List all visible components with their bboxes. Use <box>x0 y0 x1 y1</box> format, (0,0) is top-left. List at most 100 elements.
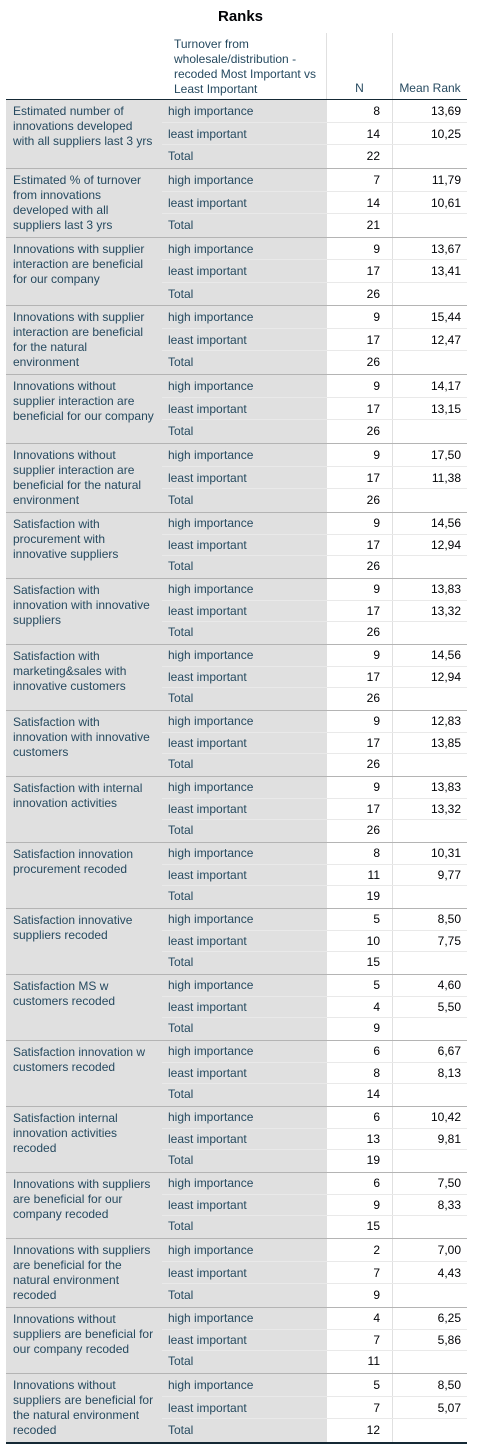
group-cell: high importance <box>162 1308 326 1329</box>
n-cell: 5 <box>326 1374 392 1396</box>
n-cell: 17 <box>326 732 392 754</box>
n-cell: 26 <box>326 754 392 776</box>
table-row: Total 21 <box>162 214 467 237</box>
variable-label: Satisfaction with innovation with innova… <box>6 579 162 644</box>
variable-label: Satisfaction MS w customers recoded <box>6 975 162 1040</box>
mean-rank-cell <box>392 952 467 974</box>
n-cell: 9 <box>326 238 392 260</box>
table-row: least important 13 9,81 <box>162 1128 467 1151</box>
group-cell: Total <box>162 688 326 710</box>
table-row: high importance 6 7,50 <box>162 1173 467 1195</box>
n-cell: 9 <box>326 1018 392 1040</box>
n-cell: 17 <box>326 798 392 820</box>
table-row: high importance 9 15,44 <box>162 306 467 329</box>
n-cell: 4 <box>326 1308 392 1329</box>
table-row: Total 26 <box>162 351 467 374</box>
variable-block: Innovations without suppliers are benefi… <box>6 1374 467 1444</box>
n-cell: 17 <box>326 328 392 351</box>
group-cell: high importance <box>162 777 326 798</box>
mean-rank-cell: 9,77 <box>392 864 467 886</box>
mean-rank-cell <box>392 489 467 512</box>
variable-block: Innovations without suppliers are benefi… <box>6 1308 467 1374</box>
table-row: Total 15 <box>162 952 467 974</box>
mean-rank-cell: 13,67 <box>392 238 467 260</box>
table-row: high importance 5 8,50 <box>162 1374 467 1397</box>
mean-rank-cell <box>392 622 467 644</box>
mean-rank-cell <box>392 1084 467 1106</box>
mean-rank-cell: 10,61 <box>392 191 467 214</box>
mean-rank-cell: 12,47 <box>392 328 467 351</box>
group-cell: least important <box>162 666 326 688</box>
mean-rank-cell <box>392 1150 467 1172</box>
table-row: least important 17 11,38 <box>162 466 467 490</box>
n-cell: 14 <box>326 1084 392 1106</box>
table-row: high importance 5 4,60 <box>162 975 467 997</box>
mean-rank-cell <box>392 145 467 168</box>
table-row: least important 8 8,13 <box>162 1062 467 1085</box>
mean-rank-cell <box>392 420 467 443</box>
n-cell: 2 <box>326 1239 392 1261</box>
n-cell: 19 <box>326 886 392 908</box>
variable-label: Satisfaction with internal innovation ac… <box>6 777 162 842</box>
variable-block: Innovations without supplier interaction… <box>6 375 467 444</box>
n-cell: 9 <box>326 777 392 798</box>
table-row: high importance 2 7,00 <box>162 1239 467 1262</box>
group-cell: least important <box>162 397 326 420</box>
variable-label: Satisfaction internal innovation activit… <box>6 1107 162 1172</box>
group-cell: high importance <box>162 1107 326 1128</box>
group-cell: least important <box>162 1194 326 1216</box>
table-row: least important 17 12,47 <box>162 328 467 352</box>
group-cell: Total <box>162 1216 326 1238</box>
table-row: high importance 5 8,50 <box>162 909 467 931</box>
table-row: least important 17 12,94 <box>162 666 467 689</box>
table-row: least important 17 13,15 <box>162 397 467 421</box>
group-cell: least important <box>162 930 326 952</box>
group-cell: high importance <box>162 1239 326 1261</box>
mean-rank-cell: 11,38 <box>392 466 467 489</box>
group-cell: Total <box>162 754 326 776</box>
group-cell: high importance <box>162 444 326 466</box>
table-row: least important 11 9,77 <box>162 864 467 887</box>
table-row: high importance 8 10,31 <box>162 843 467 865</box>
n-cell: 17 <box>326 466 392 489</box>
table-row: Total 26 <box>162 820 467 842</box>
group-cell: high importance <box>162 1041 326 1062</box>
mean-rank-cell: 14,56 <box>392 645 467 666</box>
n-cell: 9 <box>326 375 392 397</box>
n-cell: 14 <box>326 122 392 145</box>
variable-block: Estimated % of turnover from innovations… <box>6 169 467 238</box>
group-cell: Total <box>162 1419 326 1442</box>
n-cell: 12 <box>326 1419 392 1442</box>
group-cell: high importance <box>162 645 326 666</box>
variable-label: Innovations without suppliers are benefi… <box>6 1308 162 1373</box>
table-row: least important 17 12,94 <box>162 534 467 557</box>
group-cell: least important <box>162 1396 326 1419</box>
n-cell: 17 <box>326 600 392 622</box>
variable-label: Satisfaction with procurement with innov… <box>6 513 162 578</box>
mean-rank-cell <box>392 556 467 578</box>
n-cell: 7 <box>326 1329 392 1351</box>
n-cell: 7 <box>326 1261 392 1284</box>
mean-rank-cell: 8,50 <box>392 909 467 930</box>
variable-label: Satisfaction innovation w customers reco… <box>6 1041 162 1106</box>
header-divider <box>6 99 467 100</box>
n-cell: 26 <box>326 688 392 710</box>
variable-block: Satisfaction innovative suppliers recode… <box>6 909 467 975</box>
mean-rank-cell: 6,67 <box>392 1041 467 1062</box>
table-row: high importance 9 14,56 <box>162 645 467 667</box>
group-cell: least important <box>162 191 326 214</box>
variable-label: Satisfaction with innovation with innova… <box>6 711 162 776</box>
mean-rank-cell: 5,86 <box>392 1329 467 1351</box>
table-row: least important 14 10,61 <box>162 191 467 215</box>
table-row: least important 17 13,41 <box>162 260 467 283</box>
mean-rank-cell: 13,83 <box>392 777 467 798</box>
variable-block: Satisfaction with innovation with innova… <box>6 711 467 777</box>
mean-rank-column-header: Mean Rank <box>392 33 467 99</box>
n-cell: 5 <box>326 909 392 930</box>
table-row: Total 9 <box>162 1018 467 1040</box>
n-cell: 8 <box>326 843 392 864</box>
n-cell: 19 <box>326 1150 392 1172</box>
group-cell: least important <box>162 466 326 489</box>
group-cell: high importance <box>162 1374 326 1396</box>
variable-block: Estimated number of innovations develope… <box>6 100 467 169</box>
